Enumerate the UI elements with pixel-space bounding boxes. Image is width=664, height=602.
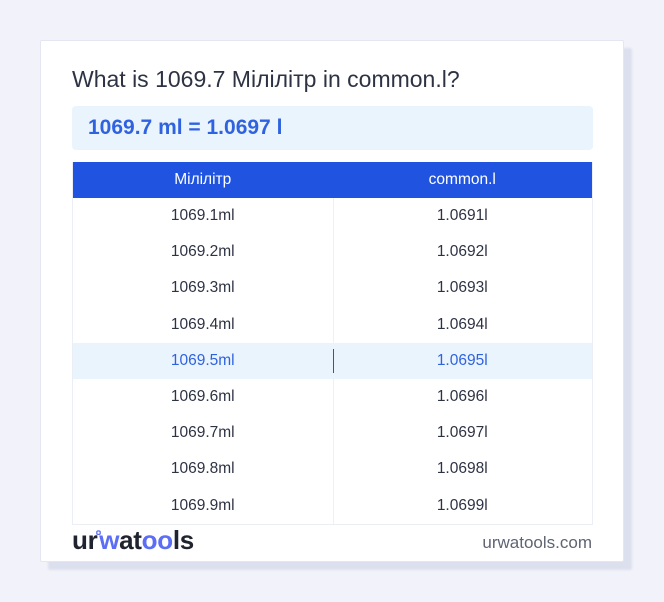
svg-text:urwatools: urwatools (72, 529, 194, 555)
